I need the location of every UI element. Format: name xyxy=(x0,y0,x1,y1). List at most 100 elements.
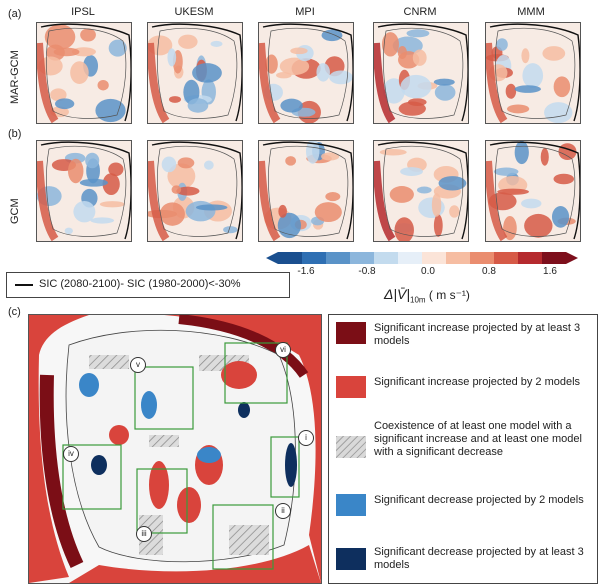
decrease-patch xyxy=(91,455,107,475)
colorbar-axis-label: Δ|V̄|10m ( m s⁻¹) xyxy=(384,286,470,304)
colorbar-tick-3: 0.0 xyxy=(421,266,435,277)
anomaly-patch xyxy=(70,61,89,85)
wind-change-map-svg xyxy=(374,141,468,241)
coastal-band xyxy=(374,160,396,241)
anomaly-patch xyxy=(64,227,73,235)
anomaly-patch xyxy=(434,84,456,101)
colorbar-cell xyxy=(374,252,398,264)
anomaly-patch xyxy=(329,70,353,85)
anomaly-patch xyxy=(177,157,195,169)
coexistence-area xyxy=(89,355,129,369)
coastal-band xyxy=(259,160,281,241)
wind-change-map xyxy=(147,140,243,242)
legend-swatch-increase-2 xyxy=(336,376,366,398)
anomaly-patch xyxy=(382,78,405,104)
anomaly-patch xyxy=(67,158,84,184)
anomaly-patch xyxy=(389,186,414,203)
increase-region xyxy=(99,315,321,583)
increase-region xyxy=(29,315,89,583)
anomaly-patch xyxy=(316,63,330,82)
wind-change-map xyxy=(258,140,354,242)
anomaly-patch xyxy=(90,217,115,224)
colorbar-cell xyxy=(278,252,302,264)
anomaly-patch xyxy=(406,29,430,38)
legend-text-decrease-2: Significant decrease projected by 2 mode… xyxy=(374,494,584,506)
coastal-band xyxy=(148,42,170,123)
anomaly-patch xyxy=(521,48,530,64)
anomaly-patch xyxy=(540,148,549,166)
colorbar-label-sub: 10m xyxy=(410,295,426,305)
column-title-mmm: MMM xyxy=(517,6,545,18)
anomaly-patch xyxy=(71,47,96,57)
column-title-ipsl: IPSL xyxy=(71,6,95,18)
coastline xyxy=(495,27,576,119)
sic-contour xyxy=(489,23,580,122)
anomaly-patch xyxy=(168,96,182,103)
anomaly-patch xyxy=(496,38,508,51)
colorbar-cell xyxy=(470,252,494,264)
colorbar-cell xyxy=(542,252,566,264)
region-label-vi: vi xyxy=(275,342,291,358)
sic-contour xyxy=(262,141,353,240)
wind-change-map-svg xyxy=(486,141,580,241)
wind-change-map-svg xyxy=(486,23,580,123)
coastline xyxy=(46,145,127,237)
anomaly-patch xyxy=(97,79,109,91)
wind-change-map xyxy=(373,22,469,124)
coastline xyxy=(157,27,238,119)
wind-change-map xyxy=(147,22,243,124)
increase-patch xyxy=(177,487,201,523)
region-label-ii: ii xyxy=(275,503,291,519)
anomaly-patch xyxy=(381,32,399,57)
anomaly-patch xyxy=(412,49,427,66)
anomaly-patch xyxy=(449,205,460,218)
sic-contour xyxy=(377,23,468,122)
column-title-cnrm: CNRM xyxy=(403,6,437,18)
region-label-i: i xyxy=(298,430,314,446)
sic-contour xyxy=(40,141,131,240)
sic-contour xyxy=(489,141,580,240)
anomaly-patch xyxy=(108,39,127,57)
colorbar-cell xyxy=(446,252,470,264)
coastal-band xyxy=(37,160,59,241)
anomaly-patch xyxy=(79,178,108,187)
anomaly-patch xyxy=(407,98,427,106)
anomaly-patch xyxy=(204,160,214,170)
anomaly-patch xyxy=(278,204,287,218)
legend-swatch-increase-3 xyxy=(336,322,366,344)
coastal-band xyxy=(486,160,508,241)
wind-change-map-svg xyxy=(259,141,353,241)
coastal-band xyxy=(374,42,396,123)
anomaly-patch xyxy=(102,173,120,196)
colorbar-tick-1: -1.6 xyxy=(297,266,315,277)
region-label-v: v xyxy=(130,357,146,373)
coastline xyxy=(268,145,349,237)
sic-contour xyxy=(377,141,468,240)
anomaly-patch xyxy=(397,45,407,60)
coastline xyxy=(46,27,127,119)
anomaly-patch xyxy=(55,98,75,110)
anomaly-patch xyxy=(290,47,308,55)
anomaly-patch xyxy=(400,74,432,99)
increase-patch xyxy=(109,425,129,445)
anomaly-patch xyxy=(195,204,228,211)
coastline xyxy=(268,27,349,119)
colorbar-tick-2: -0.8 xyxy=(358,266,376,277)
wind-change-map-svg xyxy=(374,23,468,123)
anomaly-patch xyxy=(99,201,125,208)
colorbar-cell xyxy=(422,252,446,264)
anomaly-patch xyxy=(167,48,177,67)
panel-label-a: (a) xyxy=(8,8,22,20)
wind-change-map xyxy=(373,140,469,242)
anomaly-patch xyxy=(505,83,517,99)
anomaly-patch xyxy=(210,40,223,47)
anomaly-patch xyxy=(53,47,80,57)
contour-legend-box: SIC (2080-2100)- SIC (1980-2000)<-30% xyxy=(6,272,290,298)
colorbar-cell xyxy=(518,252,542,264)
anomaly-patch xyxy=(167,163,196,190)
anomaly-patch xyxy=(285,156,297,166)
coastal-band xyxy=(37,42,59,123)
anomaly-patch xyxy=(514,141,529,165)
decrease-patch xyxy=(238,402,250,418)
anomaly-patch xyxy=(108,162,124,177)
